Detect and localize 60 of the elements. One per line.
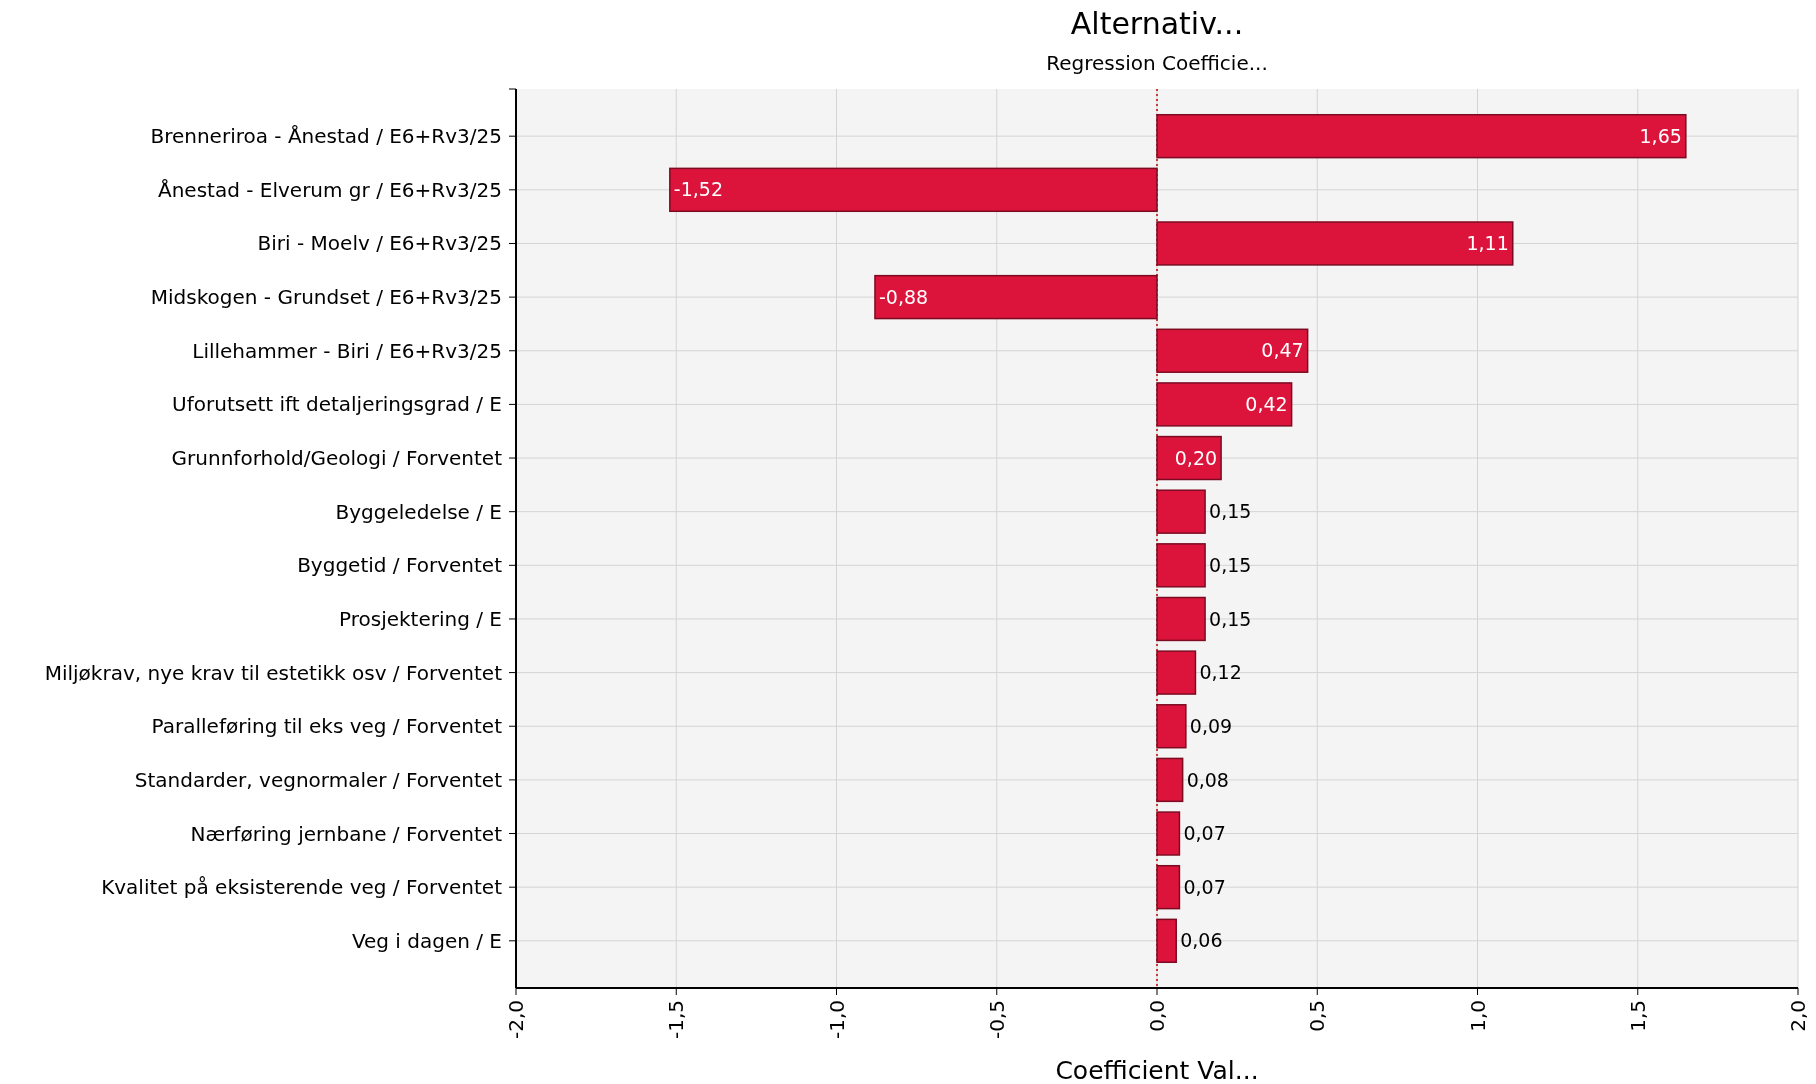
bar [1156, 650, 1197, 695]
y-tick-label: Midskogen - Grundset / E6+Rv3/25 [150, 285, 502, 310]
x-tick-label: 0,5 [1305, 1000, 1330, 1032]
y-tick-label: Grunnforhold/Geologi / Forventet [171, 446, 503, 471]
data-label: 0,15 [1209, 500, 1252, 523]
x-tick-label: 0,0 [1145, 1000, 1169, 1032]
y-tick-label: Byggeledelse / E [335, 499, 502, 524]
bar [1156, 435, 1222, 481]
y-tick-label: Uforutsett ift detaljeringsgrad / E [172, 392, 502, 417]
data-label: 0,15 [1209, 607, 1252, 630]
chart-subtitle: Regression Coefficie... [1046, 51, 1268, 75]
x-axis-title: Coefficient Val... [1055, 1056, 1259, 1084]
data-label: -0,88 [878, 285, 929, 308]
x-tick-label: 2,0 [1786, 1000, 1810, 1032]
x-tick-label: -0,5 [984, 1000, 1009, 1040]
y-tick-label: Veg i dagen / E [351, 928, 502, 953]
x-tick-label: -2,0 [504, 1000, 528, 1040]
x-tick-label: 1,5 [1625, 1000, 1650, 1032]
data-label: 0,47 [1261, 339, 1304, 362]
data-label: 0,08 [1186, 768, 1229, 791]
y-tick-label: Biri - Moelv / E6+Rv3/25 [257, 231, 502, 256]
x-tick-label: -1,5 [664, 1000, 689, 1040]
data-label: 0,07 [1183, 822, 1226, 845]
y-tick-label: Brenneriroa - Ånestad / E6+Rv3/25 [150, 124, 502, 149]
y-tick-label: Kvalitet på eksisterende veg / Forventet [101, 875, 503, 900]
y-tick-label: Prosjektering / E [339, 606, 502, 631]
data-label: 0,12 [1199, 661, 1242, 684]
bar [1156, 596, 1206, 642]
x-tick-label: 1,0 [1465, 1000, 1490, 1032]
x-tick-label: -1,0 [824, 1000, 849, 1040]
data-label: 0,15 [1209, 553, 1252, 576]
bar [1156, 543, 1206, 588]
bar [874, 274, 1158, 320]
bar [1156, 221, 1514, 266]
data-label: 0,20 [1174, 446, 1218, 469]
y-tick-label: Lillehammer - Biri / E6+Rv3/25 [192, 338, 502, 363]
y-tick-label: Paralleføring til eks veg / Forventet [151, 714, 503, 739]
bar [1156, 113, 1687, 159]
data-label: 0,42 [1245, 393, 1288, 416]
y-tick-label: Standarder, vegnormaler / Forventet [134, 767, 503, 792]
data-label: 0,07 [1183, 875, 1226, 898]
data-label: 0,06 [1180, 929, 1223, 952]
data-label: 1,11 [1466, 232, 1509, 255]
data-label: -1,52 [673, 178, 724, 201]
y-tick-label: Byggetid / Forventet [297, 553, 503, 578]
bar [1156, 328, 1309, 373]
bar [669, 167, 1158, 213]
bar [1156, 704, 1187, 749]
bar [1156, 489, 1206, 534]
data-label: 1,65 [1639, 124, 1682, 147]
bar [1156, 918, 1177, 964]
y-tick-label: Ånestad - Elverum gr / E6+Rv3/25 [157, 177, 502, 202]
bar [1156, 757, 1184, 803]
bar [1156, 382, 1293, 427]
y-tick-label: Nærføring jernbane / Forventet [190, 821, 503, 846]
data-label: 0,09 [1189, 714, 1233, 737]
chart-title: Alternativ... [1070, 6, 1244, 41]
bar [1156, 811, 1181, 856]
y-tick-label: Miljøkrav, nye krav til estetikk osv / Forventet [44, 660, 503, 685]
bar [1156, 864, 1181, 910]
